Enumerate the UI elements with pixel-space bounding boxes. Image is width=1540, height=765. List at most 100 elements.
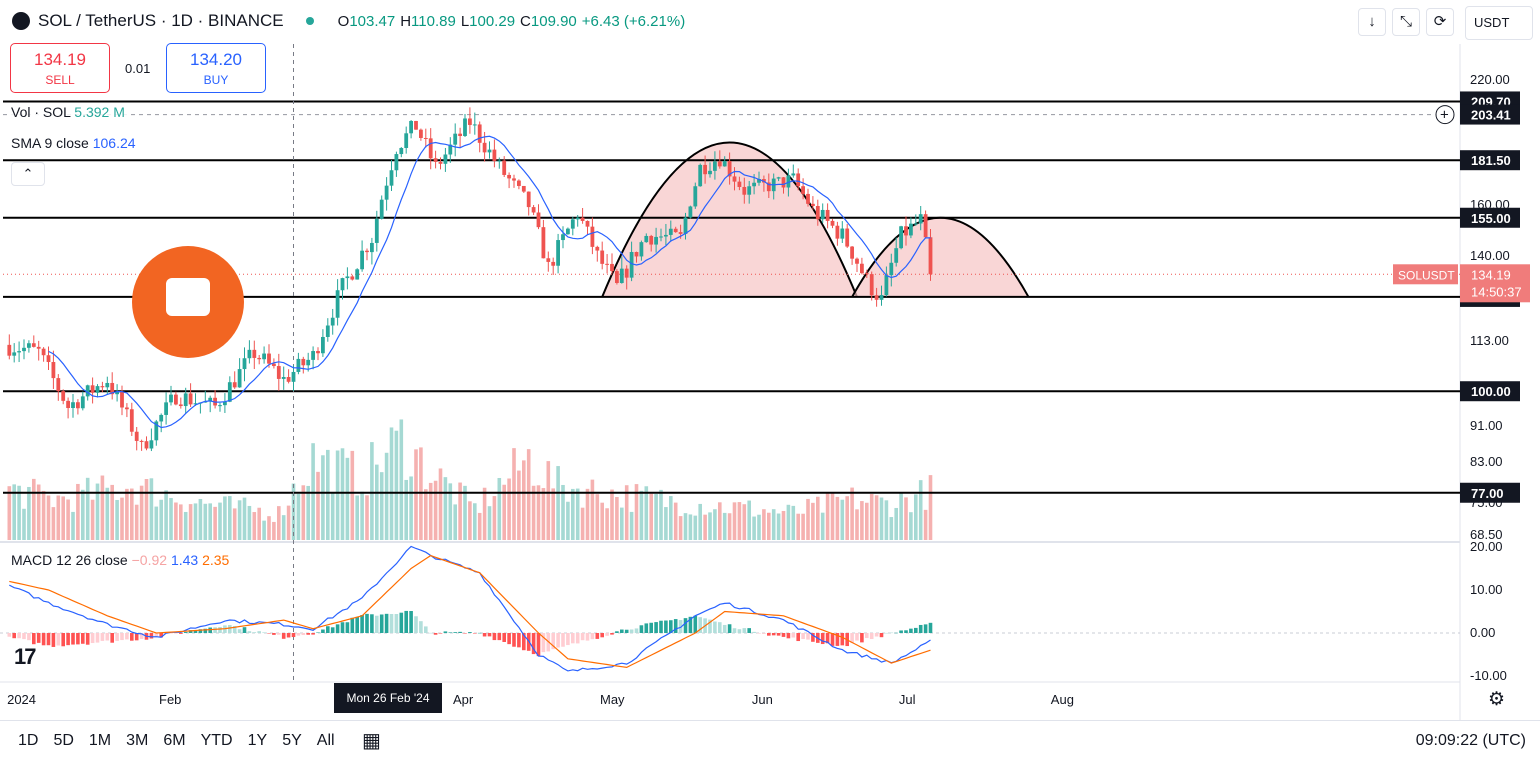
candle-body bbox=[477, 124, 482, 143]
candle-body bbox=[414, 120, 418, 130]
macd-histogram-bar bbox=[654, 622, 658, 633]
candle-body bbox=[129, 409, 134, 432]
volume-bar bbox=[56, 495, 61, 540]
volume-bar bbox=[796, 513, 800, 540]
range-1m[interactable]: 1M bbox=[88, 732, 112, 749]
buy-price: 134.20 bbox=[190, 50, 242, 69]
candle-body bbox=[291, 371, 296, 382]
collapse-legend-button[interactable]: ⌃ bbox=[11, 162, 45, 186]
volume-bar bbox=[139, 485, 144, 540]
candle-body bbox=[218, 405, 222, 407]
candle-body bbox=[281, 377, 286, 379]
volume-bar bbox=[502, 484, 506, 540]
bottom-toolbar: 1D 5D 1M 3M 6M YTD 1Y 5Y All ▦ 09:09:22 … bbox=[0, 720, 1540, 765]
volume-bar bbox=[718, 502, 722, 540]
macd-histogram-bar bbox=[198, 629, 203, 633]
buy-button[interactable]: 134.20 BUY bbox=[166, 43, 266, 93]
macd-histogram-bar bbox=[865, 633, 869, 639]
macd-histogram-bar bbox=[683, 618, 688, 633]
range-5d[interactable]: 5D bbox=[53, 732, 74, 749]
volume-bar bbox=[580, 507, 585, 540]
volume-bar bbox=[169, 498, 173, 540]
volume-bar bbox=[644, 486, 649, 540]
macd-histogram-bar bbox=[801, 633, 805, 640]
calendar-icon[interactable]: ▦ bbox=[362, 730, 381, 752]
macd-histogram-bar bbox=[360, 615, 364, 633]
volume-bar bbox=[66, 499, 70, 540]
macd-histogram-bar bbox=[522, 633, 526, 651]
macd-histogram-bar bbox=[644, 623, 649, 633]
volume-bar bbox=[27, 486, 31, 540]
macd-histogram-bar bbox=[27, 633, 31, 641]
candle-body bbox=[232, 382, 237, 388]
volume-bar bbox=[218, 502, 222, 540]
volume-bar bbox=[771, 509, 776, 540]
volume-bar bbox=[179, 504, 183, 540]
range-3m[interactable]: 3M bbox=[126, 732, 149, 749]
volume-legend[interactable]: Vol · SOL 5.392 M bbox=[11, 104, 129, 120]
volume-legend-name: Vol · SOL bbox=[11, 104, 71, 120]
macd-histogram-bar bbox=[81, 633, 85, 644]
range-5y[interactable]: 5Y bbox=[282, 732, 302, 749]
download-icon[interactable]: ↓ bbox=[1358, 8, 1386, 36]
volume-bar bbox=[301, 485, 306, 540]
range-1y[interactable]: 1Y bbox=[247, 732, 268, 749]
candle-body bbox=[169, 394, 173, 403]
symbol-title[interactable]: SOL / TetherUS · 1D · BINANCE bbox=[38, 11, 284, 30]
macd-histogram-bar bbox=[193, 630, 198, 633]
macd-legend[interactable]: MACD 12 26 close −0.92 1.43 2.35 bbox=[11, 552, 234, 568]
macd-histogram-bar bbox=[130, 633, 134, 641]
settings-icon[interactable]: ⚙ bbox=[1488, 689, 1506, 710]
volume-bar bbox=[512, 448, 516, 540]
candle-body bbox=[252, 349, 257, 358]
macd-histogram-bar bbox=[365, 613, 369, 633]
volume-bar bbox=[914, 494, 918, 540]
candle-body bbox=[61, 391, 66, 401]
macd-histogram-bar bbox=[580, 633, 585, 641]
volume-bar bbox=[105, 487, 110, 540]
candle-body bbox=[105, 382, 110, 388]
range-1d[interactable]: 1D bbox=[18, 732, 39, 749]
candle-body bbox=[223, 401, 227, 406]
range-all[interactable]: All bbox=[316, 732, 335, 749]
market-open-icon bbox=[305, 17, 314, 25]
candle-body bbox=[453, 133, 458, 145]
candle-body bbox=[272, 363, 276, 367]
volume-bar bbox=[722, 512, 727, 540]
candle-body bbox=[688, 206, 693, 218]
macd-histogram-bar bbox=[752, 631, 756, 633]
candle-body bbox=[183, 393, 188, 407]
macd-histogram-bar bbox=[600, 633, 604, 638]
volume-bar bbox=[732, 502, 737, 540]
range-ytd[interactable]: YTD bbox=[200, 732, 233, 749]
volume-bar bbox=[12, 484, 16, 540]
macd-histogram-bar bbox=[237, 629, 242, 633]
volume-bar bbox=[360, 491, 364, 540]
sma-legend[interactable]: SMA 9 close 106.24 bbox=[11, 135, 140, 151]
refresh-icon[interactable]: ⟳ bbox=[1426, 8, 1454, 36]
macd-histogram-bar bbox=[620, 629, 624, 633]
macd-histogram-bar bbox=[585, 633, 590, 641]
fullscreen-icon[interactable]: ⤡ bbox=[1392, 8, 1420, 36]
tradingview-logo-icon[interactable]: 17 bbox=[14, 644, 37, 669]
sell-button[interactable]: 134.19 SELL bbox=[10, 43, 110, 93]
volume-bar bbox=[762, 509, 766, 540]
volume-bar bbox=[154, 506, 159, 540]
candle-body bbox=[443, 154, 448, 164]
price-axis-tick: 83.00 bbox=[1470, 454, 1503, 469]
macd-histogram-bar bbox=[914, 627, 918, 633]
volume-bar bbox=[61, 496, 65, 540]
candle-body bbox=[174, 394, 178, 405]
range-6m[interactable]: 6M bbox=[163, 732, 186, 749]
candle-body bbox=[433, 158, 438, 162]
volume-bar bbox=[860, 501, 864, 540]
volume-bar bbox=[840, 499, 845, 540]
volume-bar bbox=[605, 508, 609, 540]
macd-histogram-bar bbox=[262, 632, 266, 633]
utc-clock[interactable]: 09:09:22 (UTC) bbox=[1415, 732, 1526, 749]
currency-select[interactable]: USDT bbox=[1465, 6, 1533, 40]
macd-histogram-bar bbox=[855, 633, 859, 641]
macd-histogram-bar bbox=[428, 632, 433, 634]
macd-histogram-bar bbox=[517, 633, 521, 648]
